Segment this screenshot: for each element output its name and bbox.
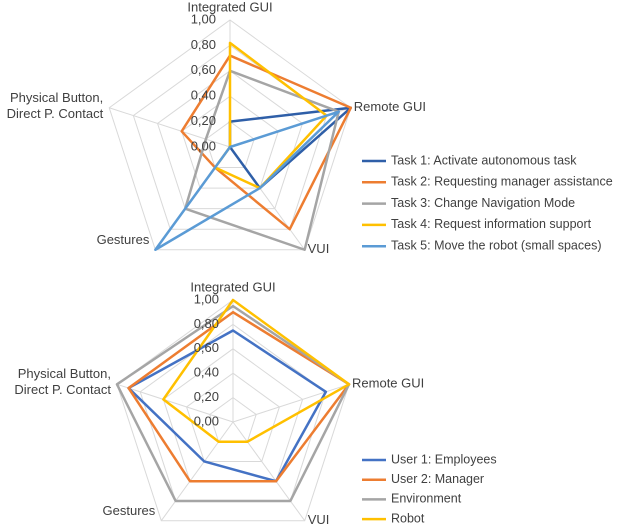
legend-label: Task 2: Requesting manager assistance [391, 175, 613, 189]
legend-label: Task 4: Request information support [391, 217, 592, 231]
r-tick-label: 0,80 [191, 37, 216, 52]
series-line [162, 298, 351, 443]
category-label: Gestures [102, 502, 156, 518]
category-label: Physical Button, Direct P. Contact [14, 366, 111, 398]
series-line [154, 110, 340, 251]
legend-label: Task 5: Move the robot (small spaces) [391, 238, 602, 252]
series-line [180, 54, 353, 231]
category-label: VUI [308, 512, 330, 526]
category-label: Remote GUI [354, 99, 426, 114]
grid-ring [205, 120, 255, 169]
series-line [127, 310, 351, 483]
grid-ring [181, 95, 279, 189]
category-label: Gestures [96, 231, 150, 247]
r-tick-label: 1,00 [194, 291, 219, 306]
legend-label: Robot [391, 511, 425, 525]
legend-label: Task 3: Change Navigation Mode [391, 196, 575, 210]
category-label: Remote GUI [352, 376, 424, 391]
r-tick-label: 0,00 [191, 138, 216, 153]
spoke [109, 107, 231, 148]
r-tick-label: 0,20 [194, 389, 219, 404]
legend-label: Environment [391, 492, 462, 506]
series-line [127, 329, 328, 483]
category-label: Integrated GUI [187, 0, 272, 14]
spoke [232, 383, 350, 423]
category-label: VUI [308, 241, 330, 256]
spoke [160, 421, 234, 521]
grid-ring [108, 19, 352, 251]
spoke [232, 421, 306, 521]
series-line [213, 41, 328, 190]
r-tick-label: 0,40 [191, 88, 216, 103]
r-tick-label: 0,40 [194, 365, 219, 380]
category-label: Physical Button, Direct P. Contact [6, 89, 104, 121]
r-tick-label: 0,20 [191, 113, 216, 128]
r-tick-label: 0,60 [194, 340, 219, 355]
r-tick-label: 1,00 [191, 11, 216, 26]
grid-ring [186, 372, 280, 462]
series-line [183, 69, 340, 251]
series-line [228, 106, 353, 190]
legend-label: User 2: Manager [391, 472, 484, 486]
category-label: Integrated GUI [190, 279, 275, 294]
legend-label: Task 1: Activate autonomous task [391, 153, 577, 167]
r-tick-label: 0,80 [194, 316, 219, 331]
r-tick-label: 0,00 [194, 413, 219, 428]
legend-label: User 1: Employees [391, 452, 497, 466]
r-tick-label: 0,60 [191, 62, 216, 77]
spoke [116, 383, 234, 423]
